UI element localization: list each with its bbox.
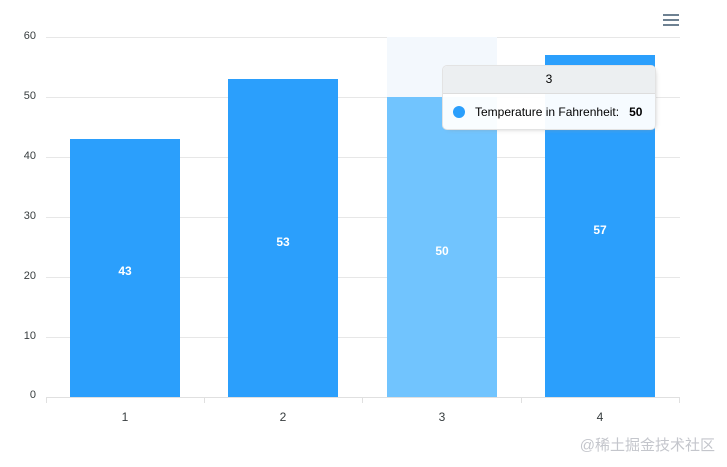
x-tick-label: 4: [596, 410, 604, 424]
y-tick-label: 60: [23, 30, 36, 42]
bar-data-label: 43: [118, 264, 132, 278]
gridline: [46, 337, 680, 338]
bar-data-label: 57: [593, 223, 607, 237]
y-tick-label: 10: [23, 330, 36, 342]
hamburger-menu-icon[interactable]: [663, 13, 680, 26]
y-tick-label: 20: [23, 270, 36, 282]
x-tick-mark: [521, 397, 522, 403]
series-marker-icon: [453, 105, 465, 118]
x-tick-label: 2: [279, 410, 287, 424]
y-tick-label: 40: [23, 150, 36, 162]
bar-3-hovered[interactable]: [387, 97, 497, 397]
x-axis-line: [46, 397, 680, 398]
tooltip-series-row: Temperature in Fahrenheit: 50: [443, 94, 655, 129]
tooltip-title: 3: [443, 66, 655, 94]
x-tick-mark: [679, 397, 680, 403]
y-tick-label: 50: [23, 90, 36, 102]
tooltip: 3 Temperature in Fahrenheit: 50: [442, 65, 656, 130]
bar-data-label: 53: [276, 235, 290, 249]
gridline: [46, 217, 680, 218]
watermark: @稀土掘金技术社区: [579, 437, 715, 454]
gridline: [46, 97, 680, 98]
bar-1[interactable]: [70, 139, 180, 397]
gridline: [46, 277, 680, 278]
y-tick-label: 30: [23, 210, 36, 222]
gridline: [46, 157, 680, 158]
bar-data-label: 50: [435, 244, 449, 258]
x-tick-label: 1: [121, 410, 129, 424]
y-tick-label: 0: [29, 389, 36, 401]
x-tick-label: 3: [438, 410, 446, 424]
tooltip-value: 50: [629, 104, 643, 119]
x-tick-mark: [362, 397, 363, 403]
gridline: [46, 37, 680, 38]
bar-2[interactable]: [228, 79, 338, 397]
tooltip-series-name: Temperature in Fahrenheit:: [475, 104, 620, 119]
x-tick-mark: [46, 397, 47, 403]
x-tick-mark: [204, 397, 205, 403]
